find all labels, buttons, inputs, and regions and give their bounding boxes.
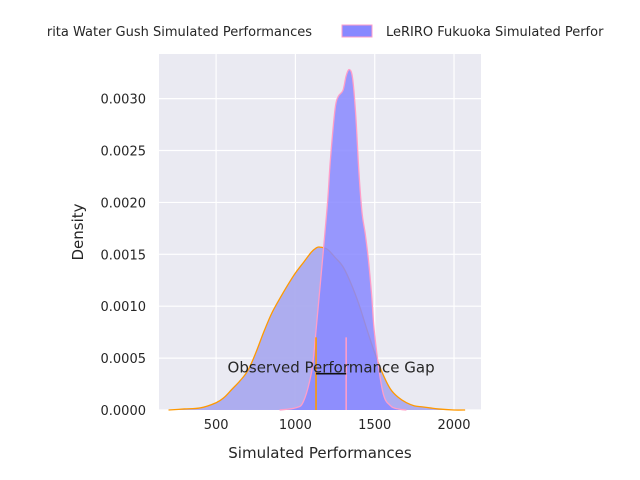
y-tick-labels: 0.0000 0.0005 0.0010 0.0015 0.0020 0.0025 0.00… <box>101 93 147 419</box>
density-areas <box>168 68 466 411</box>
x-tick-label: 2000 <box>437 418 470 433</box>
observed-marks <box>315 337 347 410</box>
grid-lines <box>159 54 481 411</box>
y-tick-label: 0.0015 <box>101 248 147 263</box>
density-area-kurita-edge <box>168 246 466 411</box>
density-area-fukuoka-edge <box>279 68 407 411</box>
y-tick-label: 0.0020 <box>101 196 147 211</box>
y-tick-label: 0.0005 <box>101 352 147 367</box>
y-tick-label: 0.0025 <box>101 145 147 160</box>
x-tick-labels: 500 1000 1500 2000 <box>204 418 471 433</box>
legend-label-fukuoka: LeRIRO Fukuoka Simulated Perfor <box>386 25 604 40</box>
legend-label-kurita: rita Water Gush Simulated Performances <box>47 25 312 40</box>
x-tick-label: 1500 <box>358 418 391 433</box>
y-tick-label: 0.0010 <box>101 300 147 315</box>
y-tick-label: 0.0030 <box>101 93 147 108</box>
y-tick-label: 0.0000 <box>101 404 147 419</box>
legend: rita Water Gush Simulated Performances L… <box>47 24 604 40</box>
density-area-fukuoka <box>279 69 407 411</box>
x-tick-label: 500 <box>204 418 229 433</box>
x-axis-label: Simulated Performances <box>228 444 412 462</box>
y-axis-label: Density <box>69 203 87 260</box>
gap-annotation: Observed Performance Gap <box>228 359 435 377</box>
x-tick-label: 1000 <box>279 418 312 433</box>
legend-swatch-fukuoka <box>341 24 373 38</box>
